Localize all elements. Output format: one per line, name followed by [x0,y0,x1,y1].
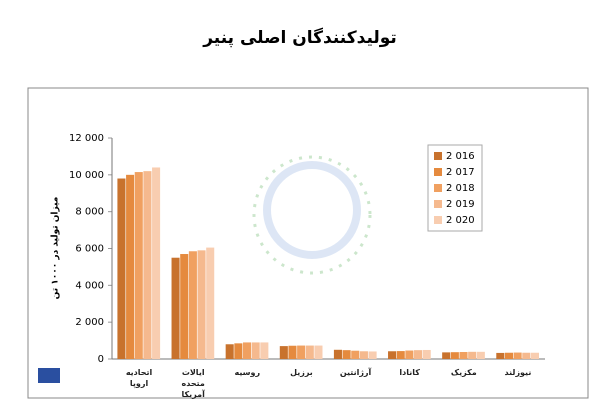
legend-swatch [434,168,442,176]
bar [251,342,260,359]
bar [297,345,306,359]
bar [468,351,477,359]
x-tick-label: برزیل [290,368,313,377]
bar [422,349,431,359]
bar [414,350,423,359]
bar [117,178,126,359]
y-axis-label: میزان تولید در ۱۰۰۰ تن [51,197,61,300]
x-tick-label: نیوزلند [504,368,532,377]
chart-frame [27,87,589,399]
bar [513,352,522,359]
y-tick-label: 0 [98,354,104,365]
bar [197,250,206,359]
bar [305,345,314,359]
y-tick-label: 8 000 [75,207,104,218]
x-tick-label: اتحادیه اروپا [125,368,153,388]
legend-swatch [434,216,442,224]
legend-swatch [434,152,442,160]
bar [530,352,539,359]
bar [225,344,234,359]
bar [405,350,414,359]
bar [388,351,397,359]
bar [496,352,505,359]
bar [206,247,215,359]
legend-swatch [434,200,442,208]
chart-title: تولیدکنندگان اصلی پنیر [202,27,397,48]
bar [450,352,459,359]
bar [180,254,189,359]
bar [359,351,368,359]
bar [242,342,252,359]
y-tick-label: 12 000 [69,133,104,144]
bar [522,352,531,359]
y-tick-label: 10 000 [69,170,104,181]
bar [504,352,514,359]
bar [288,345,297,359]
x-tick-label: روسیه [234,368,261,377]
bar [396,351,405,359]
bar [333,349,342,359]
bar [234,343,243,359]
legend-label: 2 016 [446,151,475,162]
x-tick-label: آرژانتین [339,368,372,377]
bar [314,345,323,359]
watermark [252,155,372,275]
x-tick-label: مکزیک [450,368,477,377]
bar [188,251,197,359]
y-tick-label: 2 000 [75,317,104,328]
bar [368,351,377,359]
bar [342,350,351,359]
bar [476,351,485,359]
x-tick-label: کانادا [399,368,420,377]
legend-label: 2 020 [446,215,475,226]
legend-label: 2 017 [446,167,475,178]
bar [143,171,152,359]
bar [279,346,288,359]
bar [134,172,143,359]
eu-logo [38,368,60,383]
y-tick-label: 6 000 [75,244,104,255]
legend-label: 2 018 [446,183,475,194]
x-tick-label: ایالات متحده آمریکا [181,368,205,399]
bar [442,352,451,359]
bar [459,352,468,359]
bar [171,257,180,359]
legend-swatch [434,184,442,192]
bar [260,342,269,359]
y-tick-label: 4 000 [75,280,104,291]
bar [152,167,161,359]
bar [126,174,135,359]
bar [351,350,360,359]
legend-label: 2 019 [446,199,475,210]
